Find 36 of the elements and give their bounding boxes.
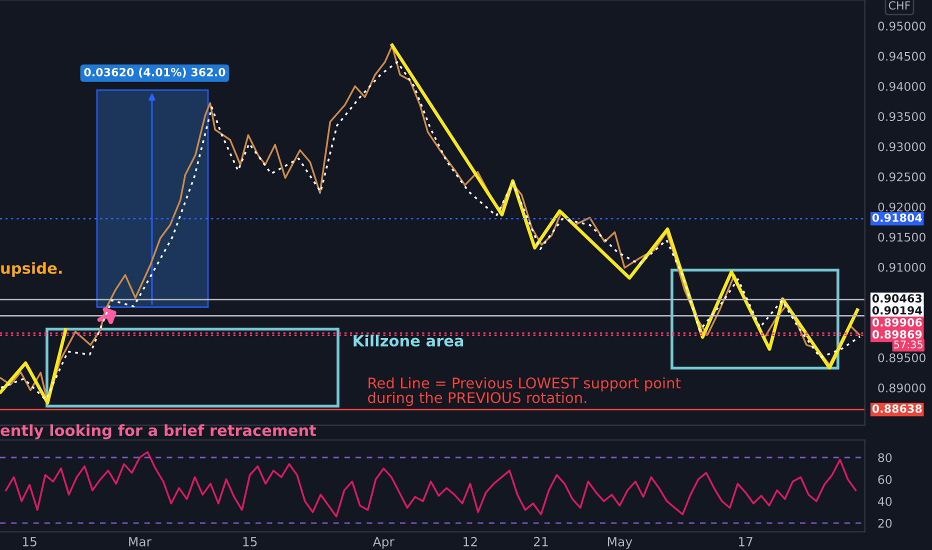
x-tick-label: Apr <box>372 537 394 549</box>
annotation: ently looking for a brief retracement <box>0 424 316 440</box>
annotation: Killzone area <box>354 334 464 347</box>
y-tick-label: 80 <box>878 453 892 462</box>
x-tick-label: May <box>608 537 632 549</box>
y-tick-label: 0.94000 <box>878 82 926 91</box>
ref-line-label: 0.89869 <box>872 330 922 339</box>
annotation: Red Line = Previous LOWEST support point during the PREVIOUS rotation. <box>368 377 681 406</box>
y-tick-label: 0.92000 <box>878 202 926 212</box>
y-tick-label: 20 <box>878 518 892 528</box>
y-tick-label: 0.91500 <box>878 232 926 242</box>
text: 57:35 <box>894 340 922 348</box>
y-tick-label: 0.93500 <box>878 112 926 122</box>
ref-line-label: 0.88638 <box>872 404 922 413</box>
y-tick-label: 0.91000 <box>878 262 926 272</box>
x-tick-label: 15 <box>22 537 36 546</box>
annotation: upside. <box>1 262 62 277</box>
y-tick-label: 60 <box>878 475 892 484</box>
y-tick-label: 0.93000 <box>878 142 926 152</box>
annotation: 0.03620 (4.01%) 362.0 <box>84 68 226 78</box>
y-tick-label: 0.89500 <box>878 353 926 362</box>
y-tick-label: 0.94500 <box>878 52 926 61</box>
x-tick-label: 15 <box>243 537 257 546</box>
y-tick-label: 0.89000 <box>878 383 926 392</box>
ref-line-label: 0.90463 <box>872 294 922 303</box>
y-axis-title: CHF <box>888 1 910 10</box>
ref-line-label: 0.91804 <box>872 213 922 222</box>
x-tick-label: Mar <box>129 537 152 546</box>
ref-line-label: 0.89906 <box>872 318 922 327</box>
y-tick-label: 40 <box>878 496 892 506</box>
ref-line-label: 0.90194 <box>872 306 922 315</box>
y-tick-label: 0.92500 <box>878 172 926 182</box>
y-tick-label: 0.95000 <box>878 22 926 31</box>
x-tick-label: 12 <box>464 536 477 546</box>
x-tick-label: 21 <box>534 536 548 546</box>
x-tick-label: 17 <box>738 537 752 546</box>
